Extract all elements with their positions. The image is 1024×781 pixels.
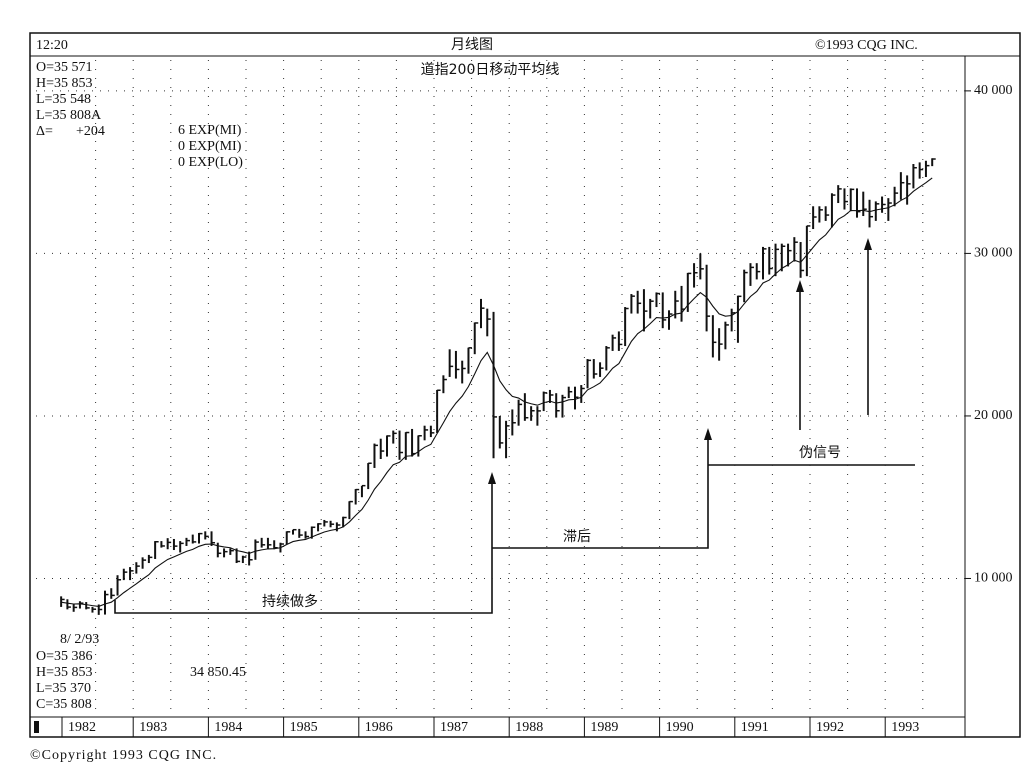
header-title: 月线图	[451, 37, 493, 53]
x-tick-label: 1984	[214, 720, 242, 735]
x-tick-label: 1986	[365, 720, 393, 735]
marker	[34, 721, 39, 733]
readout: O=35 386	[36, 649, 93, 664]
readout: C=35 808	[36, 697, 92, 712]
arrow-head	[704, 428, 712, 440]
annotation: 持续做多	[262, 593, 318, 610]
readout-top: O=35 571 H=35 853 L=35 548 L=35 808A Δ= …	[36, 60, 243, 170]
x-tick-label: 1993	[891, 720, 919, 735]
annotation: 伪信号	[799, 445, 841, 461]
readout: L=35 548	[36, 92, 91, 107]
y-tick-label: 10 000	[974, 571, 1013, 586]
x-tick-label: 1983	[139, 720, 167, 735]
arrow-head	[488, 472, 496, 484]
readout-bottom: 8/ 2/93 O=35 386 H=35 853 L=35 370 C=35 …	[36, 632, 246, 712]
readout: H=35 853	[36, 76, 93, 91]
readout-value: 34 850.45	[190, 665, 246, 680]
annotations: 持续做多 滞后 伪信号	[114, 238, 915, 614]
footer: ©Copyright 1993 CQG INC.	[30, 748, 217, 763]
y-tick-label: 30 000	[974, 246, 1013, 261]
readout: L=35 808A	[36, 108, 102, 123]
x-tick-label: 1992	[816, 720, 844, 735]
x-tick-label: 1982	[68, 720, 96, 735]
x-tick-label: 1990	[666, 720, 694, 735]
y-tick-label: 40 000	[974, 83, 1013, 98]
readout: +204	[76, 124, 105, 139]
copyright: ©1993 CQG INC.	[815, 38, 918, 53]
study: 0 EXP(MI)	[178, 139, 242, 154]
readout: 8/ 2/93	[60, 632, 99, 647]
annotation-line	[114, 480, 493, 614]
readout: H=35 853	[36, 665, 93, 680]
x-tick-label: 1989	[590, 720, 618, 735]
frame	[29, 32, 1021, 738]
study: 6 EXP(MI)	[178, 123, 242, 138]
y-tick-label: 20 000	[974, 408, 1013, 423]
readout: L=35 370	[36, 681, 91, 696]
readout: Δ=	[36, 124, 53, 139]
annotation: 滞后	[563, 529, 591, 545]
time: 12:20	[36, 38, 68, 53]
study: 0 EXP(LO)	[178, 155, 243, 170]
moving-average	[61, 177, 933, 607]
readout: O=35 571	[36, 60, 93, 75]
x-tick-label: 1987	[440, 720, 468, 735]
x-tick-label: 1985	[290, 720, 318, 735]
chart-title: 道指200日移动平均线	[421, 62, 560, 78]
arrow-head	[864, 238, 872, 250]
x-tick-label: 1991	[741, 720, 769, 735]
x-tick-label: 1988	[515, 720, 543, 735]
arrow-head	[796, 280, 804, 292]
annotation-line	[492, 436, 709, 549]
